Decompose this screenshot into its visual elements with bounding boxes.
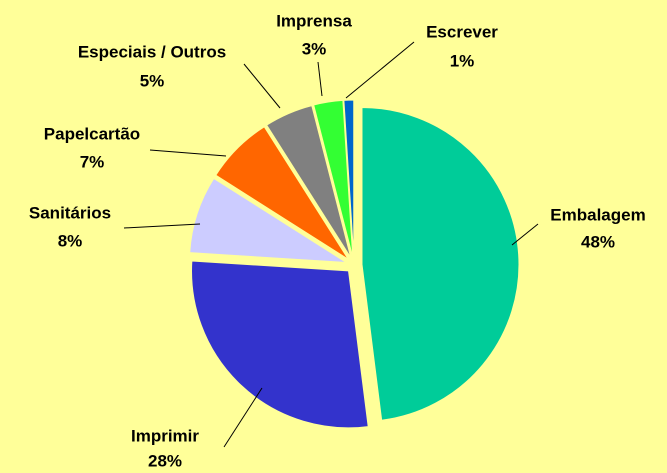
slice-label: Imprensa [276, 11, 352, 30]
leader-line [223, 387, 263, 448]
leader-line [123, 223, 201, 229]
leader-line [149, 149, 227, 157]
slice-label: Papelcartão [44, 124, 140, 143]
slice-label: Embalagem [550, 205, 645, 224]
leader-line [317, 61, 323, 97]
slice-label: Escrever [426, 22, 498, 41]
slice-label: Especiais / Outros [78, 42, 226, 61]
pie-slice [215, 126, 349, 260]
leader-line [345, 41, 415, 99]
pie-slice [189, 177, 347, 264]
pie-slice [191, 260, 369, 429]
slice-value-label: 8% [58, 231, 83, 250]
slice-value-label: 1% [450, 51, 475, 70]
leader-line [511, 223, 539, 246]
slice-label: Sanitários [29, 203, 111, 222]
slice-value-label: 5% [140, 71, 165, 90]
slice-value-label: 48% [581, 232, 615, 251]
pie-slice [313, 99, 354, 258]
pie-slice [361, 106, 520, 421]
slice-value-label: 28% [148, 451, 182, 470]
slice-value-label: 7% [80, 152, 105, 171]
pie-slice [266, 104, 352, 258]
pie-slice [343, 99, 355, 258]
leader-line [243, 63, 281, 109]
slice-label: Imprimir [131, 426, 199, 445]
slice-value-label: 3% [302, 39, 327, 58]
